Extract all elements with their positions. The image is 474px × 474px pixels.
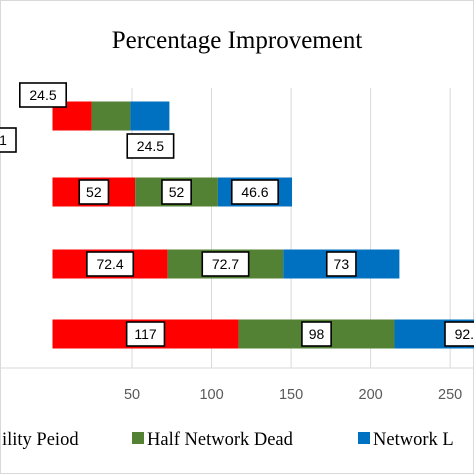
- data-label-2-2: 52: [169, 184, 185, 200]
- x-tick-label: 150: [279, 387, 303, 403]
- x-tick-label: 250: [438, 387, 462, 403]
- legend-label-1: ility Peiod: [2, 430, 79, 450]
- data-labels: 1 24.5 52 52 46.6 72.4 72.7 73 117 98 92.7 24.5: [0, 82, 474, 347]
- data-label-2-3: 72.7: [212, 256, 239, 272]
- data-label-3-2: 46.6: [241, 184, 268, 200]
- data-label-3-4: 92.7: [455, 326, 474, 342]
- gridlines: [0, 88, 474, 369]
- data-label-2-2-box: [161, 179, 192, 205]
- legend-swatch-2: [132, 432, 144, 444]
- data-label-3-4-box: [444, 321, 474, 347]
- data-label-3-3-box: [325, 251, 357, 277]
- data-label-1-3: 72.4: [96, 256, 123, 272]
- x-axis-ticks: 50 100 150 200 250: [124, 387, 462, 403]
- legend: ility Peiod Half Network Dead Network L: [2, 430, 454, 450]
- data-label-1-4-box: [125, 321, 166, 347]
- data-label-top-extra-box: [18, 82, 68, 108]
- legend-swatch-3: [358, 432, 370, 444]
- legend-label-3: Network L: [373, 430, 454, 450]
- data-label-3-3: 73: [334, 256, 350, 272]
- x-tick-label: 100: [199, 387, 223, 403]
- data-label-1-1-box: [0, 127, 17, 153]
- data-label-2-3-box: [201, 251, 250, 277]
- data-label-3-1: 24.5: [137, 138, 164, 154]
- data-label-1-2: 52: [86, 184, 102, 200]
- legend-label-2: Half Network Dead: [147, 430, 294, 450]
- x-tick-label: 50: [124, 387, 140, 403]
- data-label-2-4-box: [301, 321, 332, 347]
- data-label-2-4: 98: [309, 326, 325, 342]
- x-tick-label: 200: [359, 387, 383, 403]
- bar-3-1: [130, 101, 170, 131]
- bar-2-1: [91, 101, 131, 131]
- data-label-1-4: 117: [134, 326, 157, 342]
- data-label-1-1: 1: [0, 132, 7, 148]
- data-label-3-2-box: [230, 179, 279, 205]
- data-label-top-extra: 24.5: [29, 87, 56, 103]
- data-label-1-2-box: [78, 179, 110, 205]
- data-label-3-1-box: [126, 133, 175, 159]
- data-label-1-3-box: [86, 251, 135, 277]
- chart-title: Percentage Improvement: [112, 27, 363, 54]
